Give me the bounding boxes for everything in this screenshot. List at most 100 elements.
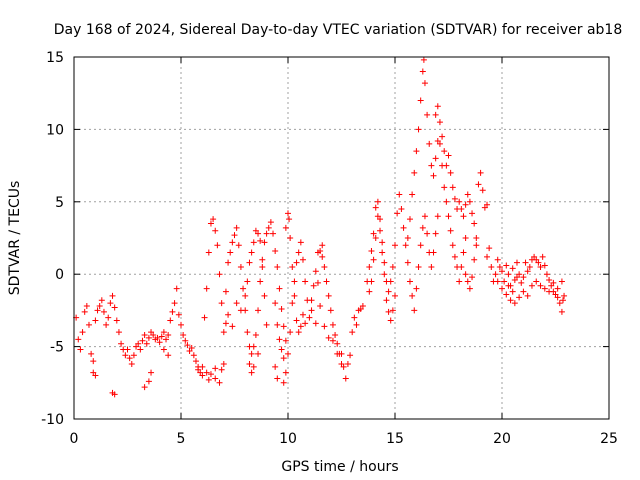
- data-point: [98, 297, 105, 304]
- data-point: [374, 198, 381, 205]
- data-point: [276, 285, 283, 292]
- data-point: [274, 263, 281, 270]
- x-tick-label: 25: [600, 431, 618, 447]
- data-point: [419, 68, 426, 75]
- data-point: [286, 216, 293, 223]
- data-point: [233, 224, 240, 231]
- data-point: [248, 369, 255, 376]
- data-point: [274, 321, 281, 328]
- data-point: [539, 253, 546, 260]
- data-point: [122, 352, 129, 359]
- data-point: [150, 332, 157, 339]
- data-point: [411, 169, 418, 176]
- data-point: [522, 259, 529, 266]
- data-point: [428, 263, 435, 270]
- data-point: [349, 329, 356, 336]
- data-point: [229, 323, 236, 330]
- data-point: [366, 288, 373, 295]
- data-point: [554, 294, 561, 301]
- data-point: [528, 282, 535, 289]
- data-point: [317, 303, 324, 310]
- data-point: [383, 297, 390, 304]
- data-point: [218, 366, 225, 373]
- data-point: [332, 332, 339, 339]
- data-point: [421, 213, 428, 220]
- data-point: [404, 235, 411, 241]
- data-point: [421, 80, 428, 87]
- data-point: [471, 256, 478, 263]
- data-point: [237, 307, 244, 314]
- data-point: [464, 191, 471, 198]
- data-point: [526, 263, 533, 270]
- data-point: [445, 152, 452, 159]
- data-point: [428, 162, 435, 169]
- data-point: [377, 227, 384, 234]
- data-point: [445, 213, 452, 220]
- data-point: [325, 292, 332, 299]
- data-point: [411, 307, 418, 314]
- data-point: [259, 263, 266, 270]
- data-point: [541, 262, 548, 269]
- data-point: [302, 278, 309, 285]
- data-point: [180, 332, 187, 339]
- data-point: [257, 237, 264, 244]
- data-point: [430, 249, 437, 256]
- data-point: [293, 259, 300, 266]
- data-point: [220, 360, 227, 367]
- data-point: [92, 372, 99, 379]
- data-point: [501, 278, 508, 285]
- data-point: [280, 379, 287, 386]
- x-axis-ticks: 0 5 10 15 20 25: [70, 57, 618, 447]
- data-point: [207, 220, 214, 227]
- data-point: [413, 148, 420, 155]
- x-tick-label: 5: [177, 431, 186, 447]
- data-point: [546, 276, 553, 283]
- data-point: [272, 248, 279, 255]
- data-point: [77, 346, 84, 353]
- data-point: [165, 352, 172, 359]
- data-point: [398, 206, 405, 213]
- data-point: [449, 242, 456, 249]
- data-point: [88, 350, 95, 357]
- data-point: [492, 271, 499, 278]
- data-point: [135, 340, 142, 347]
- data-point: [314, 279, 321, 286]
- data-point: [509, 265, 516, 272]
- data-point: [225, 311, 232, 318]
- data-point: [520, 288, 527, 295]
- data-point: [289, 300, 296, 307]
- x-tick-label: 10: [279, 431, 297, 447]
- data-point: [302, 320, 309, 327]
- data-point: [178, 321, 184, 328]
- data-point: [436, 119, 443, 126]
- data-point: [222, 288, 229, 295]
- chart-title: Day 168 of 2024, Sidereal Day-to-day VTE…: [54, 22, 623, 38]
- data-point: [293, 317, 300, 324]
- data-point: [276, 336, 283, 343]
- data-point: [460, 249, 467, 256]
- data-point: [184, 342, 191, 349]
- data-point: [141, 384, 148, 391]
- data-point: [278, 346, 285, 353]
- data-point: [216, 379, 223, 386]
- data-point: [244, 278, 251, 285]
- data-point: [488, 263, 495, 270]
- data-point: [270, 230, 277, 237]
- data-point: [282, 369, 289, 376]
- y-tick-label: 0: [55, 267, 64, 283]
- data-point: [381, 259, 388, 266]
- data-point: [415, 126, 422, 133]
- data-point: [466, 198, 473, 205]
- data-point: [426, 140, 433, 147]
- y-axis-label: SDTVAR / TECUs: [7, 181, 23, 296]
- data-point: [248, 350, 255, 357]
- data-point: [205, 376, 212, 383]
- data-point: [109, 292, 116, 299]
- data-point: [214, 242, 221, 249]
- data-point: [372, 204, 379, 211]
- data-point: [158, 333, 165, 340]
- data-point: [443, 162, 450, 169]
- data-point: [90, 358, 97, 365]
- data-point: [229, 239, 236, 246]
